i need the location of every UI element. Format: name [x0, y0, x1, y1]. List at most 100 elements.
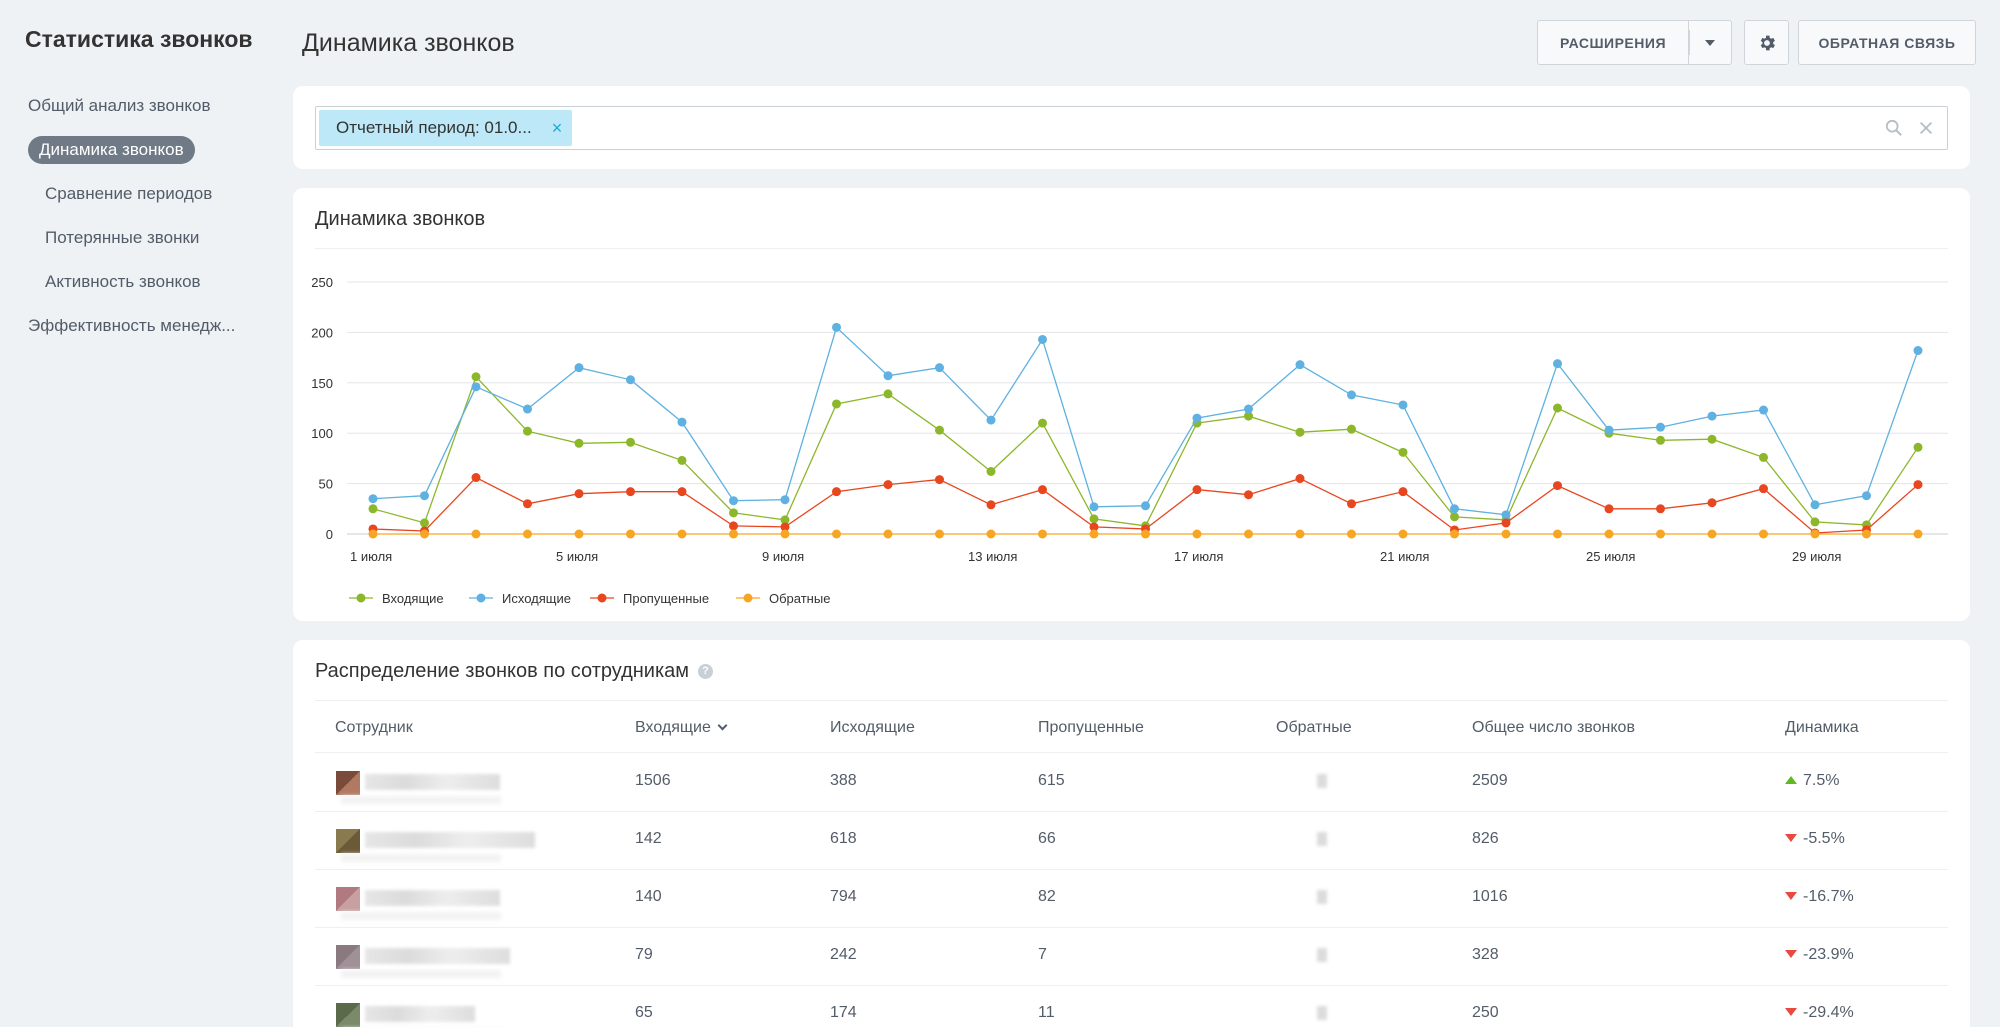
sidebar-item-lost-calls[interactable]: Потерянные звонки: [28, 224, 278, 268]
employee-name-redacted[interactable]: [365, 948, 510, 964]
extensions-dropdown-button[interactable]: [1688, 20, 1732, 65]
data-point: [986, 415, 996, 425]
data-point: [1810, 500, 1820, 510]
x-tick-label: 5 июля: [556, 549, 598, 564]
data-point: [935, 529, 944, 539]
feedback-button[interactable]: ОБРАТНАЯ СВЯЗЬ: [1798, 20, 1976, 65]
data-point: [780, 515, 790, 525]
sidebar-item-manager-efficiency[interactable]: Эффективность менедж...: [28, 312, 278, 356]
sidebar-item-call-activity[interactable]: Активность звонков: [28, 268, 278, 312]
employee-name-redacted[interactable]: [365, 1006, 475, 1022]
filter-search-input[interactable]: Отчетный период: 01.0... ×: [315, 106, 1948, 150]
data-point: [935, 475, 944, 485]
sidebar-item-label: Потерянные звонки: [45, 228, 200, 247]
data-point: [729, 496, 738, 506]
filter-chip-label: Отчетный период: 01.0...: [336, 118, 532, 137]
cell-dynamics-value: -5.5%: [1803, 830, 1845, 847]
data-point: [368, 504, 378, 514]
column-header-dynamics[interactable]: Динамика: [1785, 719, 1859, 736]
sidebar-item-call-dynamics[interactable]: Динамика звонков: [28, 136, 278, 180]
clear-icon[interactable]: [1917, 119, 1935, 137]
data-point: [677, 455, 687, 465]
column-header-incoming[interactable]: Входящие: [635, 719, 728, 737]
data-point: [626, 487, 635, 497]
cell-total: 2509: [1472, 772, 1508, 789]
redacted-area: [341, 912, 501, 920]
data-point: [471, 382, 481, 392]
table-row[interactable]: 1506 388 615 2509 7.5%: [315, 754, 1948, 812]
table-title: Распределение звонков по сотрудникам ?: [315, 660, 714, 683]
data-point: [1141, 529, 1150, 539]
redacted-area: [341, 796, 501, 804]
cell-callback-redacted: [1317, 890, 1327, 904]
data-point: [1759, 484, 1768, 494]
sidebar-item-label: Сравнение периодов: [45, 184, 213, 203]
column-header-total[interactable]: Общее число звонков: [1472, 719, 1635, 736]
sidebar-item-label: Активность звонков: [45, 272, 201, 291]
data-point: [1707, 411, 1717, 421]
column-header-missed[interactable]: Пропущенные: [1038, 719, 1144, 736]
data-point: [986, 529, 996, 539]
data-point: [1501, 510, 1511, 520]
data-point: [420, 529, 429, 539]
data-point: [883, 371, 893, 381]
table-row[interactable]: 142 618 66 826 -5.5%: [315, 812, 1948, 870]
cell-incoming: 142: [635, 830, 662, 847]
data-point: [1038, 529, 1047, 539]
data-point: [986, 467, 996, 477]
data-point: [1759, 529, 1768, 539]
table-title-text: Распределение звонков по сотрудникам: [315, 660, 690, 682]
data-point: [729, 529, 738, 539]
data-point: [1553, 529, 1562, 539]
trend-down-icon: [1785, 892, 1797, 900]
data-point: [1501, 529, 1511, 539]
legend-label: Обратные: [769, 591, 830, 606]
cell-outgoing: 794: [830, 888, 857, 905]
data-point: [1347, 529, 1356, 539]
chart-title: Динамика звонков: [315, 208, 486, 230]
cell-outgoing: 174: [830, 1004, 857, 1021]
table-row[interactable]: 79 242 7 328 -23.9%: [315, 928, 1948, 986]
settings-button[interactable]: [1744, 20, 1789, 65]
table-row[interactable]: 140 794 82 1016 -16.7%: [315, 870, 1948, 928]
cell-missed: 82: [1038, 888, 1056, 905]
extensions-button[interactable]: РАСШИРЕНИЯ: [1537, 20, 1688, 65]
column-header-callback[interactable]: Обратные: [1276, 719, 1352, 736]
column-header-employee[interactable]: Сотрудник: [335, 719, 413, 736]
employee-name-redacted[interactable]: [365, 890, 500, 906]
data-point: [677, 529, 687, 539]
help-icon[interactable]: ?: [698, 664, 714, 679]
sidebar-item-general-analysis[interactable]: Общий анализ звонков: [28, 92, 278, 136]
cell-missed: 7: [1038, 946, 1047, 963]
cell-dynamics: -29.4%: [1785, 1004, 1854, 1022]
data-point: [1295, 360, 1305, 370]
data-point: [1810, 517, 1820, 527]
cell-outgoing: 618: [830, 830, 857, 847]
legend-swatch-dot: [476, 593, 486, 603]
data-point: [883, 529, 893, 539]
cell-incoming: 140: [635, 888, 662, 905]
table-row[interactable]: 65 174 11 250 -29.4%: [315, 986, 1948, 1027]
sidebar-item-label: Общий анализ звонков: [28, 96, 211, 115]
data-point: [729, 521, 738, 531]
legend-swatch-dot: [356, 593, 366, 603]
employee-name-redacted[interactable]: [365, 832, 535, 848]
data-point: [523, 499, 532, 509]
data-point: [1244, 529, 1253, 539]
sidebar-item-period-comparison[interactable]: Сравнение периодов: [28, 180, 278, 224]
cell-callback-redacted: [1317, 948, 1327, 962]
column-header-outgoing[interactable]: Исходящие: [830, 719, 915, 736]
page-title: Динамика звонков: [302, 29, 515, 57]
sidebar-item-label: Эффективность менедж...: [28, 316, 236, 335]
search-icon[interactable]: [1885, 119, 1903, 137]
sidebar-item-label: Динамика звонков: [28, 136, 195, 164]
y-tick-label: 250: [311, 275, 333, 290]
employee-name-redacted[interactable]: [365, 774, 500, 790]
legend-label: Пропущенные: [623, 591, 709, 606]
filter-chip-period[interactable]: Отчетный период: 01.0... ×: [319, 110, 573, 146]
data-point: [1141, 501, 1150, 511]
data-point: [574, 438, 584, 448]
x-tick-label: 13 июля: [968, 549, 1017, 564]
close-icon[interactable]: ×: [551, 117, 563, 138]
data-point: [780, 495, 790, 505]
